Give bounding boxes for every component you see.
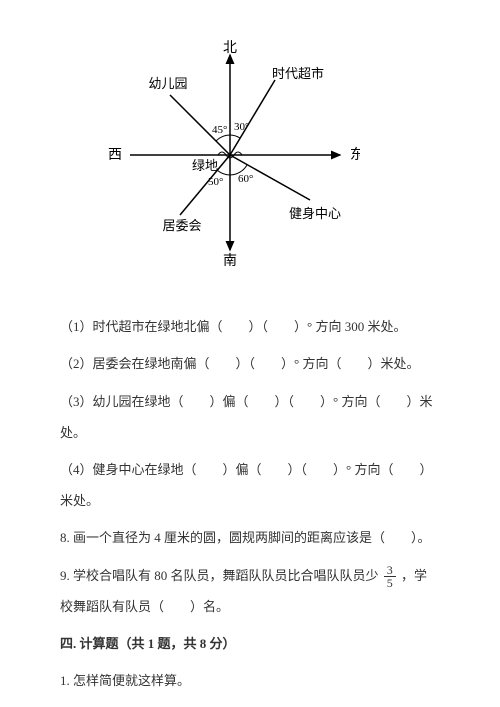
angle-sw: 50°: [208, 176, 223, 188]
q9-part-a: 9. 学校合唱队有 80 名队员，舞蹈队队员比合唱队队员少: [60, 568, 379, 583]
label-ne-place: 时代超市: [272, 66, 324, 81]
label-east: 东: [350, 147, 360, 163]
section-4-title: 四. 计算题（共 1 题，共 8 分）: [60, 628, 440, 659]
angle-se: 60°: [238, 173, 253, 185]
compass-diagram: 北 南 东 西 幼儿园 时代超市 居委会 健身中心 绿地 45° 30° 50°…: [100, 40, 440, 281]
angle-nw: 45°: [212, 124, 227, 136]
fraction-3-5: 3 5: [384, 564, 396, 589]
angle-ne: 30°: [234, 121, 249, 133]
frac-den: 5: [384, 577, 396, 589]
label-sw-place: 居委会: [162, 218, 201, 233]
q4: （4）健身中心在绿地（ ）偏（ ）（ ）° 方向（ ）米处。: [60, 454, 440, 516]
q9: 9. 学校合唱队有 80 名队员，舞蹈队队员比合唱队队员少 3 5 ，学校舞蹈队…: [60, 560, 440, 622]
label-south: 南: [223, 253, 237, 269]
question-block: （1）时代超市在绿地北偏（ ）（ ）° 方向 300 米处。 （2）居委会在绿地…: [60, 311, 440, 696]
label-west: 西: [108, 148, 122, 163]
q2: （2）居委会在绿地南偏（ ）（ ）° 方向（ ）米处。: [60, 348, 440, 379]
q1: （1）时代超市在绿地北偏（ ）（ ）° 方向 300 米处。: [60, 311, 440, 342]
q3: （3）幼儿园在绿地（ ）偏（ ）（ ）° 方向（ ）米处。: [60, 386, 440, 448]
label-center: 绿地: [192, 158, 218, 173]
q8: 8. 画一个直径为 4 厘米的圆，圆规两脚间的距离应该是（ ）。: [60, 522, 440, 553]
label-nw-place: 幼儿园: [148, 76, 187, 91]
calc-q1: 1. 怎样简便就这样算。: [60, 665, 440, 696]
label-north: 北: [223, 40, 237, 56]
label-se-place: 健身中心: [289, 206, 341, 221]
